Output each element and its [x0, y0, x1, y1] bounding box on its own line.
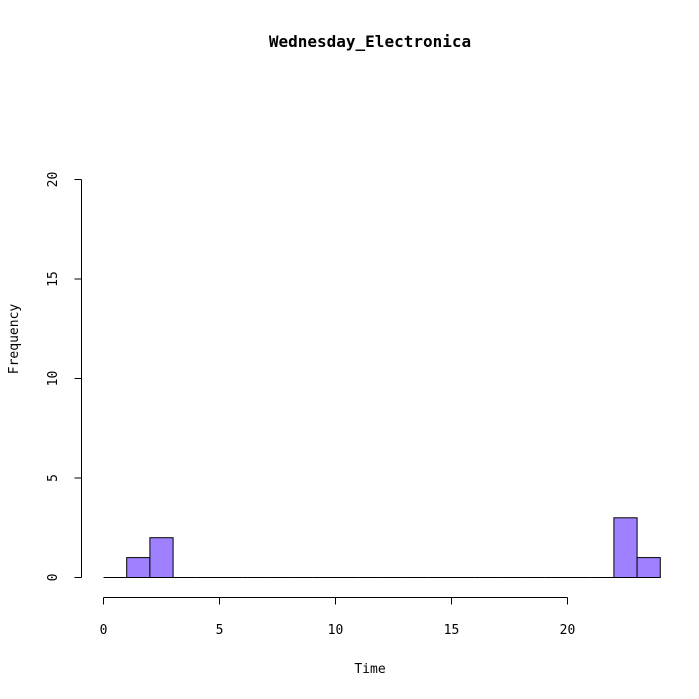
y-axis: 0 5 10 15 20 — [46, 172, 82, 582]
x-tick-label: 10 — [328, 623, 344, 638]
histogram-bar — [149, 537, 174, 579]
x-tick-label: 20 — [560, 623, 576, 638]
histogram-bar — [126, 557, 151, 578]
y-tick-label: 5 — [46, 474, 61, 482]
y-axis-label: Frequency — [7, 304, 22, 375]
x-tick-label: 0 — [100, 623, 108, 638]
y-tick-label: 10 — [46, 371, 61, 387]
y-tick-label: 15 — [46, 271, 61, 287]
x-tick-label: 5 — [216, 623, 224, 638]
bars-group — [103, 517, 661, 579]
y-tick-label: 20 — [46, 172, 61, 188]
chart-title: Wednesday_Electronica — [269, 32, 471, 51]
x-tick-label: 15 — [444, 623, 460, 638]
x-axis-label: Time — [354, 662, 385, 677]
x-axis: 0 5 10 15 20 — [100, 597, 576, 638]
histogram-bar — [636, 557, 661, 578]
y-tick-label: 0 — [46, 574, 61, 582]
histogram-bar — [613, 517, 638, 578]
